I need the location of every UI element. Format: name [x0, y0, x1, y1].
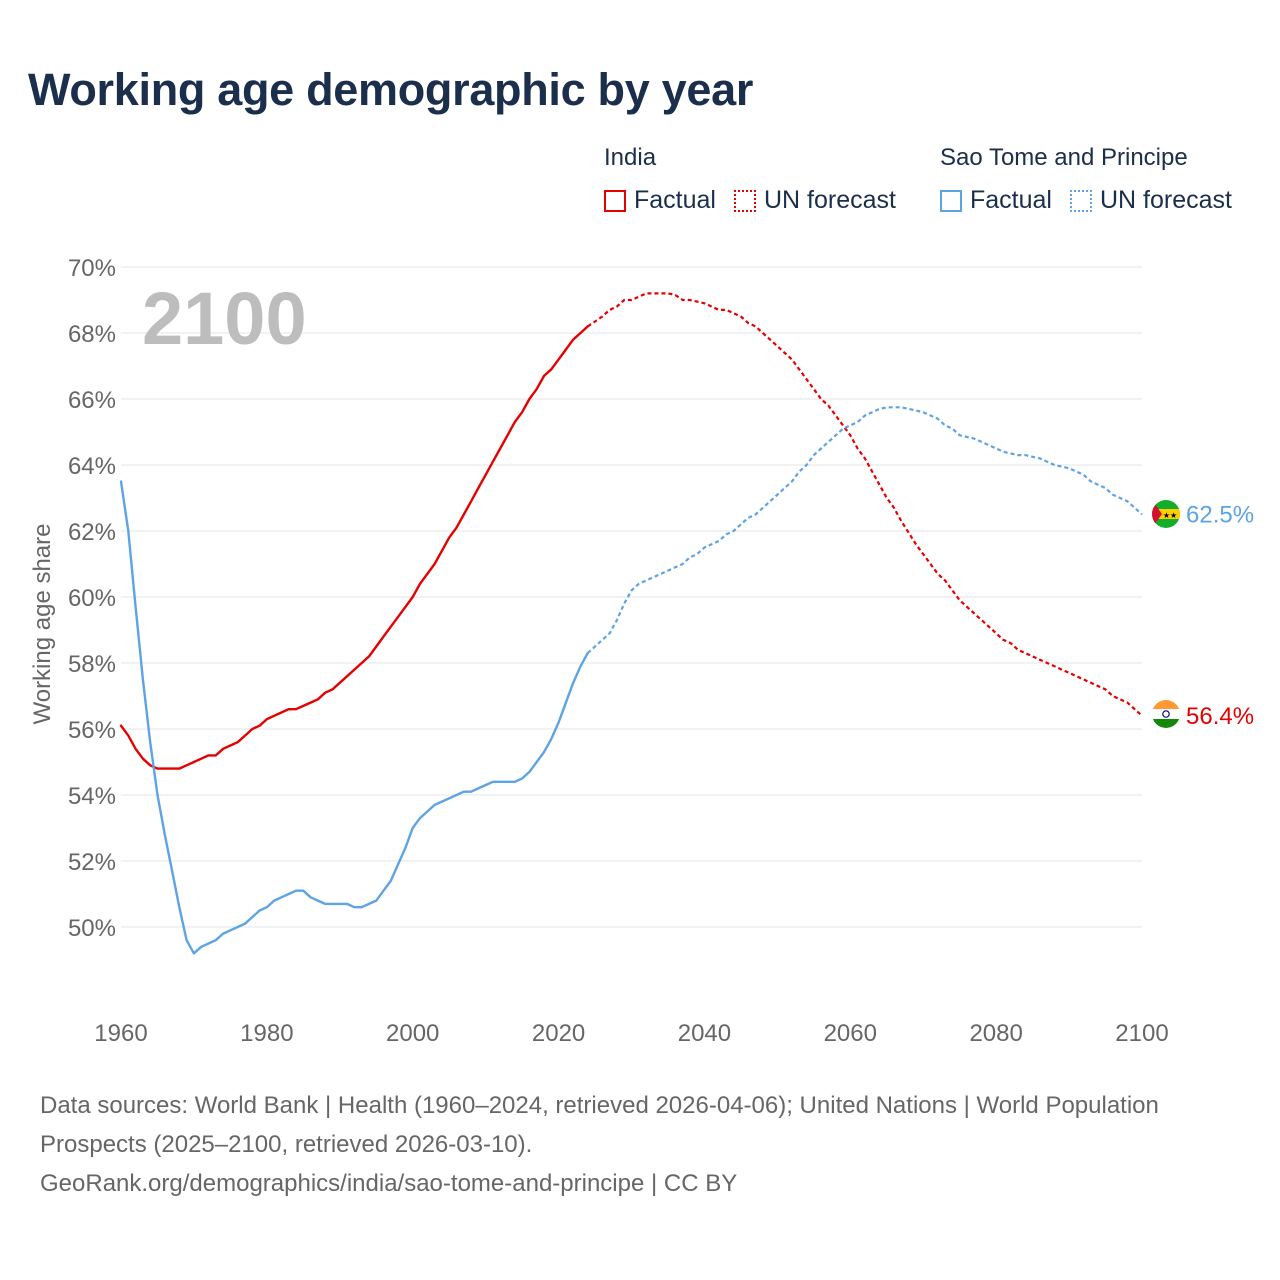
x-tick-label: 1980 [240, 1020, 293, 1047]
legend-item-india-forecast[interactable]: UN forecast [733, 186, 896, 215]
x-tick-label: 2020 [532, 1020, 585, 1047]
end-value-label-india: 56.4% [1186, 703, 1254, 730]
x-tick-label: 1960 [94, 1020, 147, 1047]
legend-swatch-india-factual [604, 189, 626, 212]
y-tick-label: 52% [68, 849, 116, 876]
footer: Data sources: World Bank | Health (1960–… [40, 1086, 1200, 1203]
legend-group-title: Sao Tome and Principe [940, 144, 1188, 171]
y-tick-label: 60% [68, 585, 116, 612]
x-tick-label: 2060 [824, 1020, 877, 1047]
end-value-label-sao-tome: 62.5% [1186, 502, 1254, 529]
series-line-sao-tome-factual[interactable] [119, 480, 589, 955]
data-sources: Data sources: World Bank | Health (1960–… [40, 1092, 1159, 1158]
y-tick-label: 58% [68, 651, 116, 678]
legend-item-sao-tome-factual[interactable]: Factual [940, 186, 1052, 215]
x-tick-label: 2000 [386, 1020, 439, 1047]
x-tick-label: 2100 [1115, 1020, 1168, 1047]
india-flag-icon [1152, 700, 1180, 728]
line-chart: 50% 52% 54% 56% 58% 60% 62% 64% 66% 68% 70% 1960 19… [29, 255, 1254, 1047]
year-watermark: 2100 [142, 277, 307, 360]
y-tick-label: 68% [68, 321, 116, 348]
legend-swatch-sao-tome-factual [940, 189, 962, 212]
legend-swatch-india-forecast [733, 189, 756, 212]
svg-text:★★: ★★ [1163, 511, 1177, 520]
legend-label: UN forecast [763, 186, 896, 214]
legend-label: Factual [970, 186, 1052, 214]
sao-tome-flag-icon: ★★ [1152, 500, 1180, 528]
legend-group-sao-tome: Sao Tome and Principe Factual UN forecas… [940, 144, 1250, 215]
y-tick-label: 62% [68, 519, 116, 546]
y-tick-label: 56% [68, 717, 116, 744]
legend-item-india-factual[interactable]: Factual [604, 186, 716, 215]
y-tick-label: 66% [68, 387, 116, 414]
legend-group-title: India [604, 144, 657, 171]
x-tick-label: 2080 [969, 1020, 1022, 1047]
y-tick-label: 70% [68, 255, 116, 282]
legend-label: UN forecast [1099, 186, 1232, 214]
legend-item-sao-tome-forecast[interactable]: UN forecast [1069, 186, 1232, 215]
y-tick-label: 64% [68, 453, 116, 480]
x-tick-label: 2040 [678, 1020, 731, 1047]
y-tick-label: 54% [68, 783, 116, 810]
source-url[interactable]: GeoRank.org/demographics/india/sao-tome-… [40, 1170, 738, 1197]
legend-swatch-sao-tome-forecast [1069, 189, 1092, 212]
legend-label: Factual [634, 186, 716, 214]
series-line-india-forecast[interactable] [587, 292, 1143, 717]
y-axis-label: Working age share [29, 524, 56, 725]
legend-group-india: India Factual UN forecast [604, 144, 914, 215]
y-tick-label: 50% [68, 915, 116, 942]
series-line-sao-tome-forecast[interactable] [586, 406, 1143, 654]
series-line-india-factual[interactable] [119, 325, 589, 770]
chart-title: Working age demographic by year [28, 64, 754, 115]
